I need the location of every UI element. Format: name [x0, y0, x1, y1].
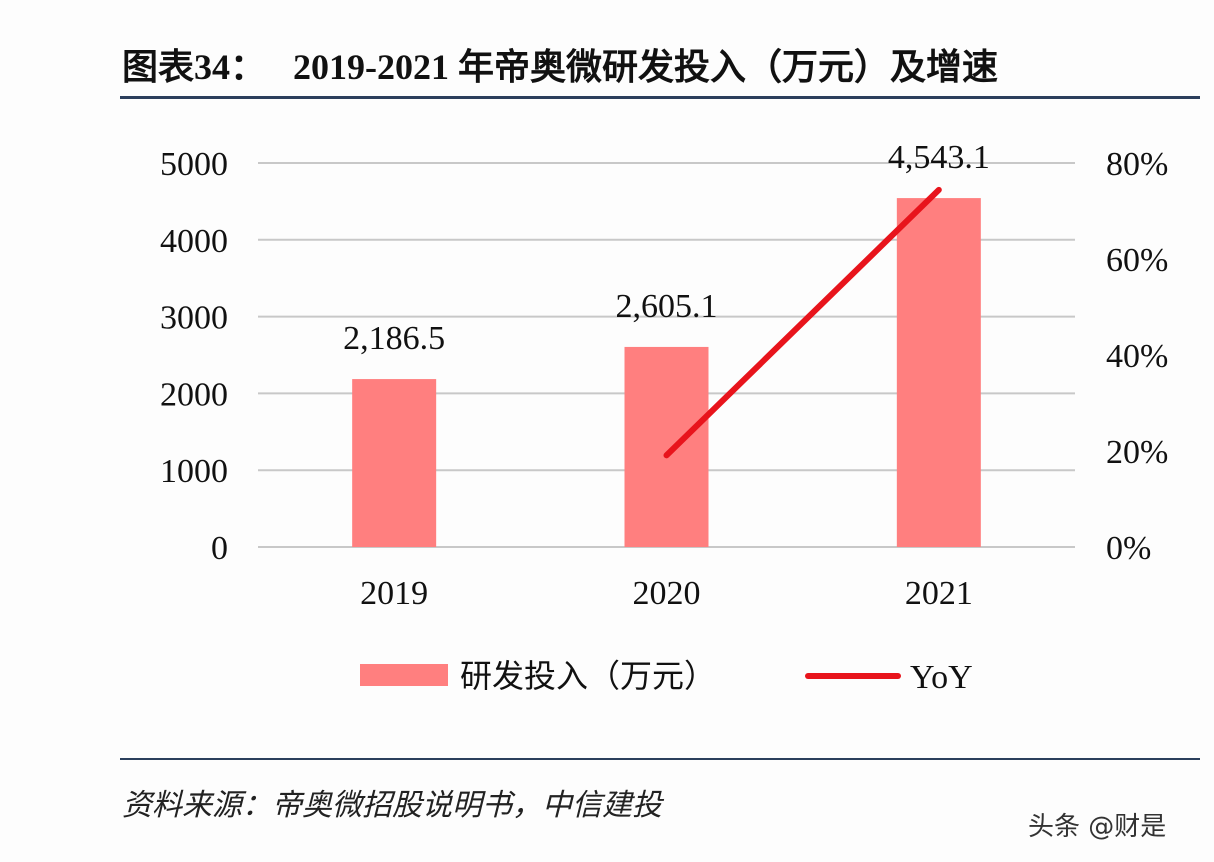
- y-right-tick-label: 40%: [1106, 338, 1168, 375]
- y-left-tick-label: 3000: [160, 300, 228, 337]
- y-right-tick-label: 20%: [1106, 434, 1168, 471]
- y-left-tick-label: 4000: [160, 223, 228, 260]
- data-label: 2,186.5: [343, 320, 445, 357]
- source-rule: [120, 758, 1200, 760]
- figure-title: 图表34： 2019-2021 年帝奥微研发投入（万元）及增速: [122, 47, 998, 87]
- legend-bar-label: 研发投入（万元）: [460, 658, 716, 694]
- source-note: 资料来源：帝奥微招股说明书，中信建投: [122, 789, 662, 822]
- y-left-tick-label: 1000: [160, 453, 228, 490]
- y-right-tick-label: 60%: [1106, 242, 1168, 279]
- title-rule: [120, 96, 1200, 99]
- bar-2021: [896, 198, 981, 548]
- y-left-tick-label: 2000: [160, 376, 228, 413]
- legend-line-label: YoY: [910, 659, 973, 696]
- legend-bar-swatch: [360, 664, 448, 686]
- x-tick-label: 2021: [905, 575, 973, 612]
- watermark: 头条 @财是: [1028, 812, 1167, 842]
- x-tick-label: 2019: [360, 575, 428, 612]
- y-right-tick-label: 0%: [1106, 530, 1151, 567]
- chart: 0 1000 2000 3000 4000 5000 0% 20% 40% 60% 80% 2,186…: [160, 139, 1168, 696]
- y-right-tick-label: 80%: [1106, 146, 1168, 183]
- data-label: 2,605.1: [616, 288, 718, 325]
- bar-2019: [352, 379, 437, 547]
- y-left-tick-label: 5000: [160, 146, 228, 183]
- data-label: 4,543.1: [888, 139, 990, 176]
- bar-2020: [624, 346, 709, 547]
- y-left-tick-label: 0: [211, 530, 228, 567]
- x-tick-label: 2020: [633, 575, 701, 612]
- yoy-line: [663, 186, 942, 459]
